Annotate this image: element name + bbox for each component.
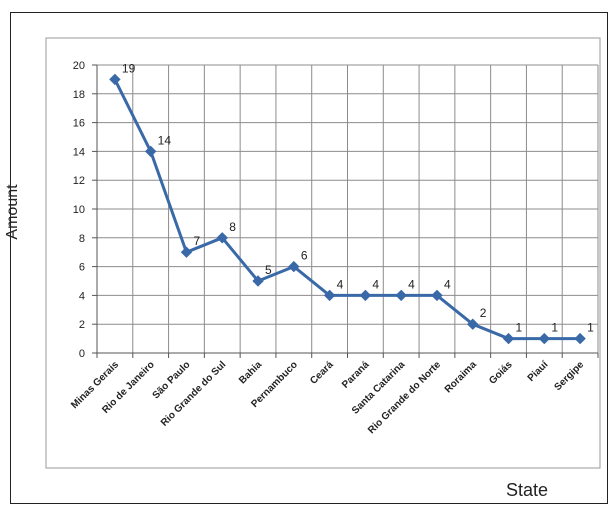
data-point	[323, 289, 336, 302]
x-axis-title: State	[506, 480, 549, 500]
y-tick-label: 12	[73, 175, 85, 187]
data-point	[538, 332, 551, 345]
y-tick-label: 16	[73, 118, 85, 130]
data-point	[467, 318, 479, 330]
y-tick-label: 4	[79, 290, 85, 302]
data-label: 7	[193, 234, 200, 248]
series-line	[113, 78, 581, 341]
data-point	[144, 145, 157, 158]
data-point	[502, 332, 515, 345]
data-label: 6	[301, 249, 308, 263]
data-label: 1	[587, 321, 594, 335]
data-label: 1	[516, 321, 523, 335]
y-tick-label: 8	[79, 233, 85, 245]
data-point	[431, 289, 443, 302]
data-label: 8	[229, 220, 236, 234]
data-point	[574, 332, 586, 345]
data-label: 4	[444, 277, 451, 291]
y-tick-label: 10	[73, 204, 85, 216]
data-point	[252, 275, 264, 287]
data-label: 19	[122, 61, 136, 75]
data-point	[395, 289, 407, 302]
y-tick-label: 6	[79, 262, 85, 274]
y-tick-label: 14	[73, 146, 85, 158]
data-point	[359, 289, 372, 302]
y-tick-label: 20	[73, 60, 85, 72]
data-point	[216, 232, 228, 244]
data-point	[180, 246, 193, 258]
data-label: 1	[551, 321, 558, 335]
data-point	[109, 73, 121, 86]
plot-area-border	[45, 37, 601, 469]
data-point	[288, 260, 300, 273]
y-tick-label: 18	[73, 89, 85, 101]
data-label: 4	[408, 277, 415, 291]
y-tick-label: 2	[79, 319, 85, 331]
y-axis-title-wrap: Amount	[2, 162, 24, 262]
data-label: 14	[158, 133, 172, 147]
y-tick-label: 0	[79, 348, 85, 360]
data-label: 5	[265, 263, 272, 277]
y-axis-title: Amount	[4, 184, 21, 240]
data-label: 4	[372, 277, 379, 291]
data-label: 2	[480, 306, 487, 320]
data-label: 4	[337, 277, 344, 291]
